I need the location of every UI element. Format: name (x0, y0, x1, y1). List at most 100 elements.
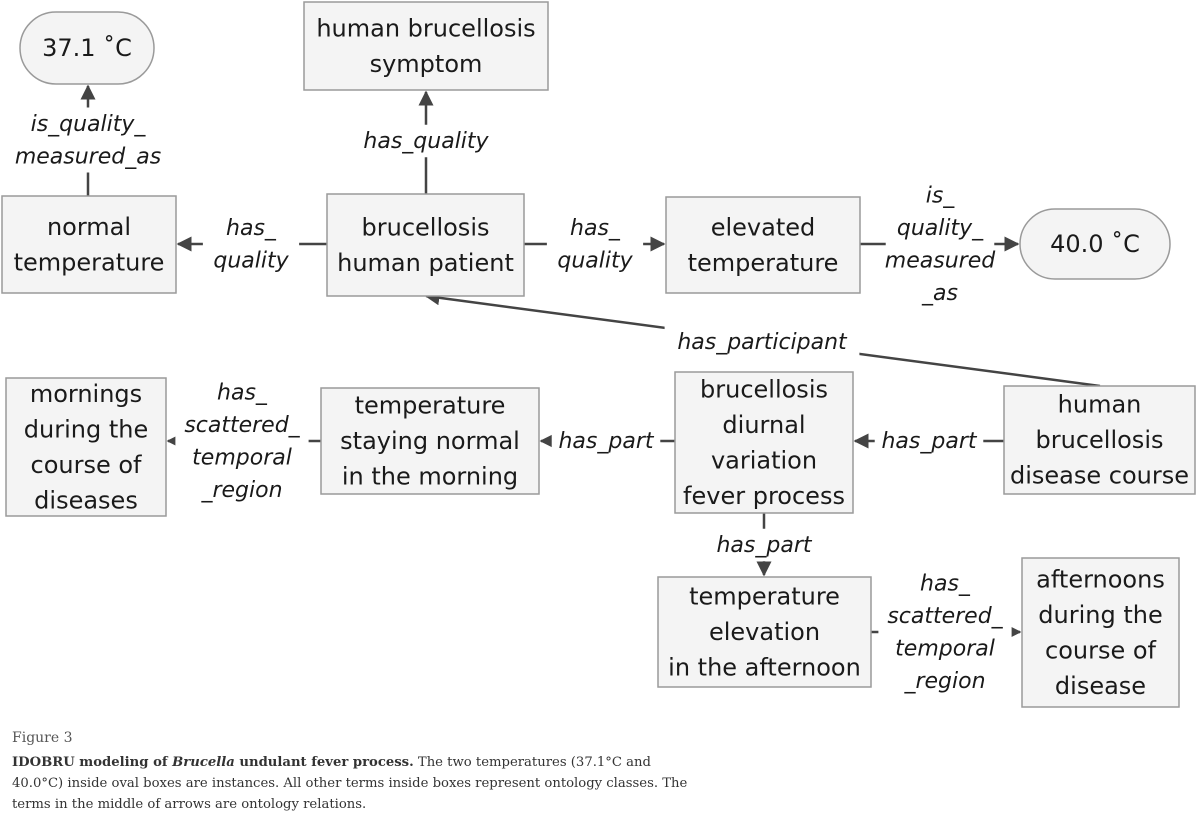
node-diurnal: brucellosis diurnal variation fever process (674, 371, 854, 514)
node-patient: brucellosis human patient (326, 193, 525, 297)
edge-label-background (175, 376, 309, 506)
edge-label-has-quality-normal: has_quality (202, 211, 300, 277)
node-label-line: disease course (1010, 462, 1189, 490)
node-label-line: human (1058, 391, 1142, 419)
edge-label-background (551, 424, 661, 458)
figure-caption: Figure 3 IDOBRU modeling of Brucella und… (12, 730, 702, 815)
edge-label-has-part-disease-diurnal: has_part (874, 424, 984, 458)
edge-label-line: has_part (716, 533, 812, 558)
edge-label-has-part-diurnal-morning: has_part (551, 424, 661, 458)
edge-label-background (546, 211, 644, 277)
edge-label-line: is_quality_ (31, 112, 147, 137)
edge-label-is-quality-measured-elevated: is_ quality_ measured _as (885, 179, 996, 309)
instance-oval (19, 11, 155, 85)
node-label-line: temperature (688, 249, 839, 277)
node-label-line: elevation (709, 618, 820, 646)
edge-label-line: _region (200, 478, 282, 503)
edge-label-has-scattered-afternoon: has_ scattered_ temporal _region (878, 567, 1012, 697)
class-box (5, 377, 167, 517)
class-box (326, 193, 525, 297)
edge-label-line: quality_ (897, 216, 984, 241)
class-box (1021, 557, 1180, 708)
node-label-line: fever process (683, 482, 845, 510)
node-label-line: disease (1055, 672, 1146, 700)
node-disease-course: human brucellosis disease course (1003, 385, 1196, 495)
edge-label-is-quality-measured-normal: is_quality_ measured_as (15, 107, 161, 173)
edge-label-line: quality (213, 248, 289, 273)
edge-label-line: quality (557, 248, 633, 273)
edge-label-background (878, 567, 1012, 697)
class-box (665, 196, 861, 294)
edge-label-background (709, 528, 819, 562)
edge-label-line: _region (903, 669, 985, 694)
edge-label-line: scattered_ (184, 413, 300, 438)
edge-label-has-scattered-morning: has_ scattered_ temporal _region (175, 376, 309, 506)
caption-title-suffix: undulant fever process. (234, 755, 414, 770)
node-label-line: mornings (30, 380, 142, 408)
edge-label-has-quality-symptom: has_quality (353, 124, 499, 158)
figure-number: Figure 3 (12, 730, 73, 746)
instance-oval (1019, 208, 1171, 280)
edge-label-background (874, 424, 984, 458)
node-label-line: course of (1045, 636, 1157, 664)
node-label-line: brucellosis (362, 213, 490, 241)
node-afternoons: afternoons during the course of disease (1021, 557, 1180, 708)
node-label-line: staying normal (340, 427, 520, 455)
class-box (657, 576, 872, 688)
edge-label-line: has_part (881, 429, 977, 454)
node-label-line: human patient (337, 249, 514, 277)
node-label-line: 37.1 ˚C (42, 34, 132, 62)
node-label-line: human brucellosis (316, 14, 535, 42)
edge-label-background (202, 211, 300, 277)
node-label-line: temperature (14, 248, 165, 276)
edge-label-line: has_ (226, 216, 277, 241)
edge-label-background (15, 107, 161, 173)
node-label-line: normal (47, 213, 131, 241)
edge-label-line: temporal (895, 636, 995, 661)
node-label-line: variation (711, 446, 817, 474)
node-elevated-value: 40.0 ˚C (1019, 208, 1171, 280)
node-label-line: brucellosis (1036, 426, 1164, 454)
node-mornings: mornings during the course of diseases (5, 377, 167, 517)
node-label-line: during the (1038, 601, 1162, 629)
node-label-line: brucellosis (700, 375, 828, 403)
node-normal-temp: normal temperature (1, 195, 177, 294)
edge-label-line: measured_as (15, 144, 161, 169)
edge-label-line: has_ (217, 380, 268, 405)
edge-label-has-participant: has_participant (664, 325, 860, 359)
edge-label-line: _as (921, 281, 958, 306)
node-label-line: diseases (34, 486, 138, 514)
class-box (1, 195, 177, 294)
class-box (674, 371, 854, 514)
node-normal-value: 37.1 ˚C (19, 11, 155, 85)
edge-label-has-quality-elevated: has_quality (546, 211, 644, 277)
node-symptom: human brucellosis symptom (303, 1, 549, 91)
caption-title-genus: Brucella (172, 755, 235, 770)
edge-label-background (664, 325, 860, 359)
node-label-line: temperature (355, 392, 506, 420)
node-label-line: in the morning (342, 463, 518, 491)
node-temp-elevation-afternoon: temperature elevation in the afternoon (657, 576, 872, 688)
node-temp-normal-morning: temperature staying normal in the morning (320, 387, 540, 495)
node-label-line: diurnal (722, 411, 805, 439)
edge-label-line: has_quality (363, 129, 489, 154)
edge-label-line: temporal (192, 445, 292, 470)
edge-label-line: has_part (558, 429, 654, 454)
edge-label-has-part-diurnal-afternoon: has_part (709, 528, 819, 562)
class-box (1003, 385, 1196, 495)
node-label-line: during the (24, 415, 148, 443)
caption-title-prefix: IDOBRU modeling of (12, 755, 173, 770)
class-box (320, 387, 540, 495)
edge-label-line: has_ (570, 216, 621, 241)
node-label-line: afternoons (1036, 565, 1165, 593)
edge-label-line: measured (885, 248, 996, 273)
node-label-line: 40.0 ˚C (1050, 230, 1140, 258)
caption-body: The two temperatures (37.1°C and 40.0°C)… (12, 755, 688, 812)
edge-label-background (885, 179, 995, 309)
edge-label-line: has_participant (677, 330, 848, 355)
node-label-line: course of (31, 451, 143, 479)
edge-label-background (353, 124, 499, 158)
edge-label-line: scattered_ (887, 604, 1003, 629)
class-box (303, 1, 549, 91)
